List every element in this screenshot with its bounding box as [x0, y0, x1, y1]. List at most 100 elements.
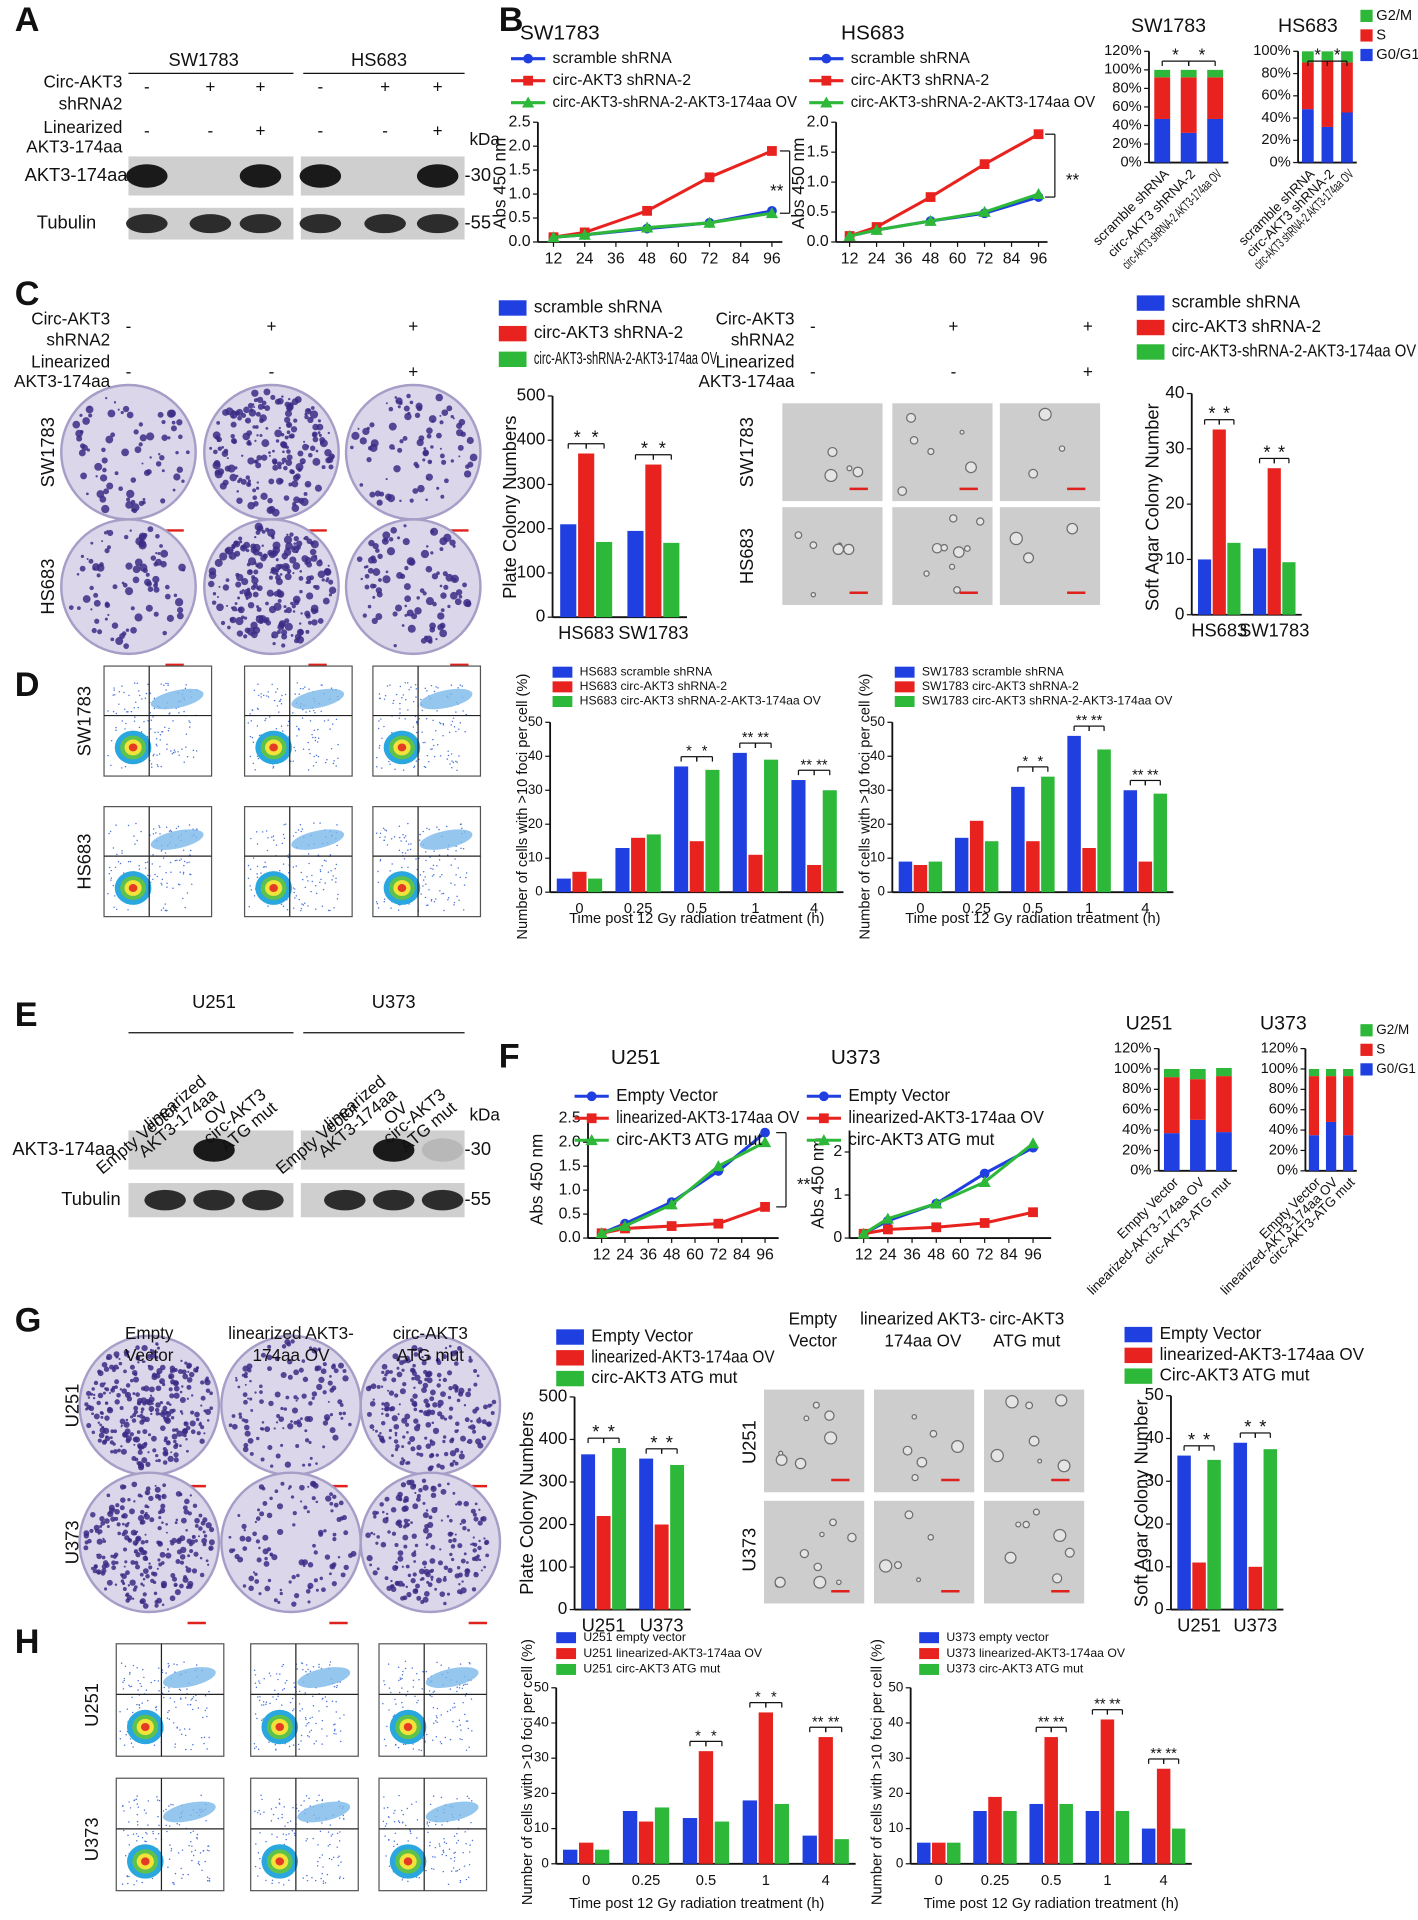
- soft-colony: [1064, 1547, 1075, 1558]
- flow-dot: [157, 731, 159, 733]
- significance: **: [1053, 1714, 1065, 1730]
- x-tick-label: 84: [733, 1246, 751, 1263]
- colony: [217, 468, 225, 475]
- bar: [588, 878, 603, 893]
- x-tick-label: 84: [1000, 1246, 1018, 1263]
- colony: [256, 605, 259, 609]
- colony: [280, 1443, 284, 1447]
- colony: [448, 1406, 454, 1411]
- colony: [382, 575, 391, 584]
- flow-dot: [295, 865, 298, 867]
- flow-dot: [383, 901, 386, 903]
- flow-dot: [314, 739, 317, 742]
- colony: [490, 1411, 495, 1415]
- colony: [192, 1503, 198, 1509]
- flow-dot: [468, 1864, 471, 1866]
- flow-dot: [458, 1687, 461, 1689]
- flow-dot: [397, 1820, 400, 1822]
- flow-plot: [250, 1643, 359, 1757]
- colony: [420, 637, 427, 644]
- sign: -: [126, 317, 132, 336]
- flow-dot: [126, 1708, 129, 1710]
- colony: [450, 1544, 456, 1549]
- chart-title: HS683: [841, 22, 905, 45]
- colony: [85, 1390, 92, 1397]
- colony: [291, 604, 296, 609]
- flow-dot: [257, 1852, 260, 1854]
- flow-dot: [461, 1738, 463, 1741]
- colony: [173, 1444, 178, 1450]
- colony: [239, 540, 243, 544]
- colony: [256, 481, 260, 484]
- y-tick-label: 120%: [1104, 43, 1142, 59]
- colony: [412, 488, 419, 494]
- colony: [294, 473, 301, 480]
- colony: [162, 1460, 168, 1465]
- flow-dot: [203, 1742, 205, 1745]
- flow-dot: [113, 895, 116, 897]
- colony: [133, 1500, 136, 1503]
- colony: [285, 1395, 290, 1400]
- flow-dot: [403, 858, 406, 860]
- bar: [1233, 1442, 1248, 1610]
- colony: [258, 1484, 265, 1490]
- flow-dot: [309, 710, 311, 713]
- colony: [435, 1577, 442, 1584]
- colony: [314, 584, 320, 590]
- colony: [422, 1501, 426, 1505]
- colony: [169, 1393, 175, 1399]
- flow-dot: [428, 828, 430, 831]
- colony: [159, 1378, 166, 1385]
- colony: [397, 1555, 404, 1562]
- flow-dot: [458, 728, 460, 731]
- colony: [412, 1393, 418, 1399]
- colony: [256, 615, 259, 618]
- colony: [311, 1391, 318, 1397]
- colony: [411, 1368, 416, 1374]
- flow-dot: [310, 890, 312, 893]
- colony: [396, 1371, 403, 1378]
- flow-dot: [453, 904, 455, 906]
- colony: [293, 547, 296, 551]
- group-label: U251: [192, 991, 236, 1012]
- colony: [198, 1513, 203, 1518]
- colony: [245, 1536, 252, 1543]
- bar: [631, 837, 646, 893]
- colony: [293, 1592, 300, 1599]
- soft-colony: [778, 1450, 784, 1456]
- colony: [302, 1463, 306, 1467]
- flow-dot: [254, 1865, 257, 1868]
- colony: [342, 1368, 347, 1373]
- soft-colony: [963, 545, 971, 552]
- flow-dot: [293, 1832, 296, 1835]
- flow-dot: [179, 859, 181, 862]
- legend-swatch: [556, 1632, 577, 1644]
- flow-dot: [108, 872, 111, 875]
- colony: [436, 432, 442, 439]
- column-label: Empty: [125, 1324, 174, 1343]
- panel-letter: F: [499, 1037, 520, 1075]
- colony: [90, 1566, 95, 1570]
- colony: [135, 1355, 141, 1360]
- colony: [274, 1356, 280, 1362]
- y-axis-title: Number of cells with >10 foci per cell (…: [520, 1639, 536, 1905]
- significance: *: [686, 744, 692, 760]
- legend-swatch: [919, 1648, 940, 1660]
- flow-dot: [312, 1837, 314, 1840]
- colony: [148, 1405, 155, 1412]
- bar: [627, 530, 644, 618]
- colony: [254, 1572, 258, 1576]
- colony: [214, 558, 223, 567]
- colony: [110, 432, 116, 438]
- y-tick-label: 60%: [1269, 1102, 1298, 1118]
- flow-dot: [192, 1696, 195, 1698]
- colony: [238, 536, 243, 541]
- flow-dot: [206, 1748, 208, 1750]
- bar-segment: [1154, 69, 1171, 78]
- flow-dot: [151, 766, 153, 768]
- flow-dot: [399, 702, 401, 705]
- colony: [201, 1537, 208, 1544]
- flow-dot: [443, 1838, 445, 1840]
- colony: [254, 536, 257, 539]
- colony: [194, 1517, 200, 1524]
